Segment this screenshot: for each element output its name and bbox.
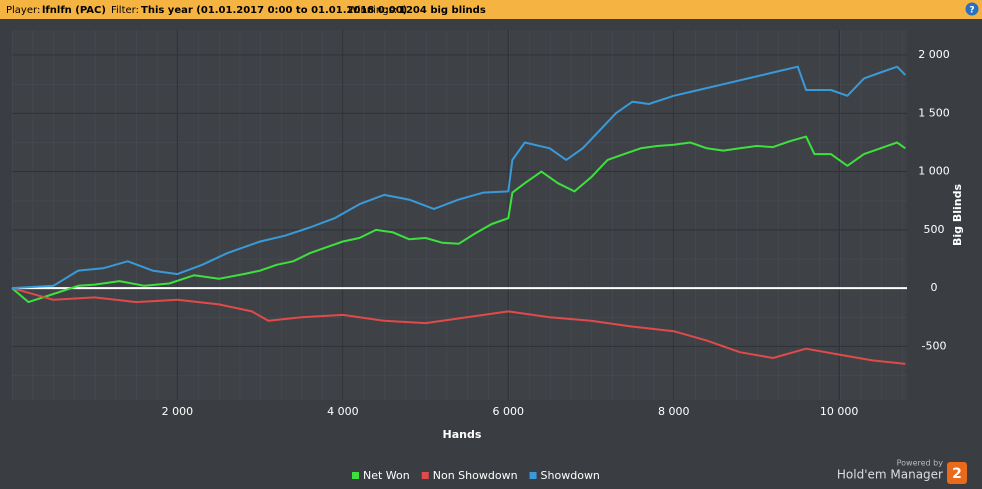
player-label: Player:: [6, 5, 40, 16]
x-tick-label: 6 000: [493, 405, 525, 418]
x-tick-label: 2 000: [162, 405, 194, 418]
filter-label: Filter:: [111, 5, 139, 16]
player: lfnlfn (PAC): [42, 5, 106, 16]
y-tick-label: 500: [924, 223, 945, 236]
legend-swatch: [352, 472, 359, 479]
winnings-label: Winnings:: [348, 5, 397, 16]
winnings: 1204 big blinds: [399, 5, 486, 16]
help-button[interactable]: [965, 2, 979, 16]
legend-label: Net Won: [363, 469, 410, 482]
y-tick-label: 2 000: [918, 48, 950, 61]
legend-swatch: [529, 472, 537, 479]
y-axis-label: Big Blinds: [951, 184, 964, 246]
header-bar: [0, 0, 982, 19]
legend-label: Non Showdown: [433, 469, 518, 482]
legend-label: Showdown: [541, 469, 600, 482]
legend-swatch: [421, 472, 429, 479]
powered-by: Powered by: [897, 459, 944, 468]
series-line: [11, 135, 906, 304]
x-tick-label: 4 000: [327, 405, 359, 418]
product: Hold'em Manager: [837, 468, 943, 482]
minor-grid: [12, 30, 907, 400]
y-tick-label: 1 000: [918, 165, 950, 178]
logo-text: 2: [952, 466, 962, 482]
series-line: [11, 287, 906, 365]
x-axis-label: Hands: [443, 428, 482, 441]
help-text[interactable]: ?: [969, 6, 974, 16]
x-tick-label: 8 000: [658, 405, 690, 418]
y-tick-label: -500: [922, 339, 947, 352]
series-line: [11, 65, 907, 290]
filter: This year (01.01.2017 0:00 to 01.01.2018…: [141, 5, 407, 16]
y-tick-label: 1 500: [918, 106, 950, 119]
x-tick-label: 10 000: [820, 405, 859, 418]
logo: [947, 462, 967, 484]
y-tick-label: 0: [931, 281, 938, 294]
